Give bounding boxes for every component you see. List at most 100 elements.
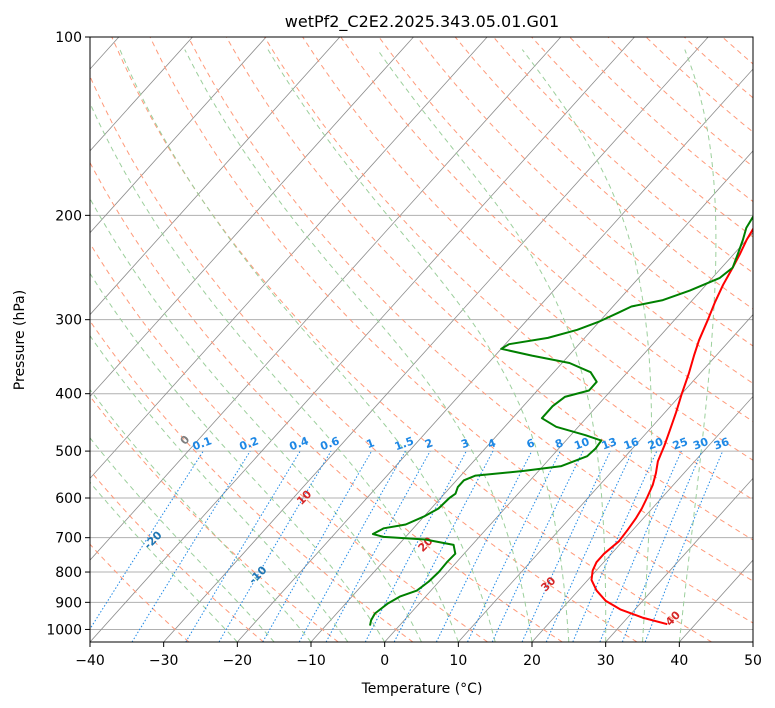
y-tick-label: 700 <box>55 531 82 547</box>
mixing-ratio-line <box>621 450 703 642</box>
mixing-ratio-line <box>364 450 467 642</box>
isotherm-line <box>163 37 709 642</box>
mixing-ratio-line <box>325 450 431 642</box>
mixing-ratio-label: 3 <box>459 436 471 451</box>
y-axis-ticks: 100 200 300 400 500 600 700 800 900 1000 <box>46 30 90 638</box>
mixing-ratio-lines <box>90 450 724 642</box>
mixing-ratio-label: 0.6 <box>318 434 341 453</box>
isotherm-line <box>90 37 341 316</box>
dry-adiabat-line <box>149 37 753 624</box>
mixing-ratio-label: 0.1 <box>191 434 214 453</box>
mixing-ratio-label: 13 <box>600 435 619 452</box>
dry-adiabat-line <box>264 37 753 501</box>
moist-adiabat-line <box>377 49 607 642</box>
isotherm-line <box>531 395 753 642</box>
x-tick-label: 40 <box>670 653 688 669</box>
x-tick-label: 0 <box>380 653 389 669</box>
isotherm-line <box>90 37 193 152</box>
y-tick-label: 100 <box>55 30 82 46</box>
isotherm-line <box>384 232 753 642</box>
y-axis-label: Pressure (hPa) <box>12 290 28 390</box>
isotherm-line <box>90 37 267 234</box>
dewpoint-profile-line <box>369 214 753 626</box>
x-tick-label: 50 <box>744 653 762 669</box>
mixing-ratio-label: 4 <box>486 436 498 451</box>
y-tick-label: 600 <box>55 491 82 507</box>
y-tick-label: 800 <box>55 565 82 581</box>
x-tick-label: 30 <box>597 653 615 669</box>
mixing-ratio-label: 10 <box>572 435 591 453</box>
isobar-gridlines <box>90 37 753 630</box>
moist-adiabat-line <box>90 102 459 642</box>
moist-adiabat-line <box>90 437 275 642</box>
mixing-ratio-label: 1.5 <box>393 434 416 453</box>
dry-adiabat-line <box>225 37 753 541</box>
mixing-ratio-line <box>393 450 494 642</box>
mixing-ratio-label: 36 <box>712 435 731 453</box>
mixing-ratio-label: 0.4 <box>288 434 311 453</box>
sounding-profiles <box>369 214 753 626</box>
x-tick-label: −40 <box>75 653 105 669</box>
mixing-ratio-label: 8 <box>553 436 565 451</box>
mixing-ratio-label: 30 <box>691 435 710 453</box>
y-tick-label: 1000 <box>46 622 82 638</box>
y-tick-label: 300 <box>55 313 82 329</box>
isotherm-line <box>458 313 753 642</box>
mixing-ratio-label: 2 <box>423 436 435 451</box>
mixing-ratio-line <box>491 450 584 642</box>
plot-frame <box>89 36 754 643</box>
mixing-ratio-label: 0.2 <box>238 434 261 453</box>
mixing-ratio-line <box>298 450 406 642</box>
x-axis-label: Temperature (°C) <box>361 681 483 697</box>
moist-adiabats <box>90 49 717 642</box>
x-tick-label: −10 <box>296 653 326 669</box>
isotherm-line <box>237 68 753 642</box>
mixing-ratio-line <box>185 450 301 642</box>
moist-adiabat-line <box>90 481 238 642</box>
mixing-ratio-line <box>599 450 682 642</box>
mixing-ratio-label: 1 <box>365 436 377 451</box>
x-tick-label: 20 <box>523 653 541 669</box>
mixing-ratio-label: 6 <box>525 436 537 451</box>
dry-adiabat-line <box>90 75 638 642</box>
dry-adiabat-line <box>90 161 563 642</box>
x-tick-label: −30 <box>149 653 179 669</box>
mixing-ratio-line <box>435 450 533 642</box>
mixing-ratio-line <box>572 450 658 642</box>
y-tick-label: 900 <box>55 595 82 611</box>
y-tick-label: 400 <box>55 387 82 403</box>
mixing-ratio-line <box>131 450 251 642</box>
moist-adiabat-line <box>90 388 312 642</box>
y-tick-label: 200 <box>55 208 82 224</box>
plot-area: 0.10.20.40.611.52346810131620253036-100-… <box>90 37 753 642</box>
mixing-ratio-line <box>90 450 204 630</box>
moist-adiabat-line <box>267 49 570 642</box>
dry-adiabat-line <box>90 242 488 642</box>
dry-adiabat-line <box>416 37 753 347</box>
dry-adiabat-line <box>187 37 753 582</box>
y-tick-label: 500 <box>55 444 82 460</box>
mixing-ratio-line <box>545 450 633 642</box>
isotherm-line <box>90 37 414 398</box>
mixing-ratio-label: 25 <box>671 435 690 452</box>
dry-adiabat-line <box>90 469 264 642</box>
x-axis-ticks: −40 −30 −20 −10 0 10 20 30 40 50 <box>75 642 762 669</box>
x-tick-label: 10 <box>449 653 467 669</box>
chart-title: wetPf2_C2E2.2025.343.05.01.G01 <box>285 12 559 32</box>
isotherm-line <box>605 477 753 642</box>
reference-line-labels: 0.10.20.40.611.52346810131620253036-100-… <box>141 433 731 629</box>
mixing-ratio-line <box>521 450 611 642</box>
mixing-ratio-label: 16 <box>622 435 641 453</box>
isotherm-line <box>90 37 488 479</box>
isotherm-line <box>90 37 562 561</box>
x-tick-label: −20 <box>223 653 253 669</box>
dry-adiabat-line <box>302 37 753 461</box>
moist-adiabat-line <box>184 49 533 642</box>
dry-adiabat-line <box>90 395 339 642</box>
mixing-ratio-label: 20 <box>646 435 665 453</box>
dry-adiabats <box>90 37 753 642</box>
moist-adiabat-line <box>90 197 422 642</box>
moist-adiabat-line <box>678 49 717 642</box>
temperature-profile-line <box>590 227 753 626</box>
mixing-ratio-line <box>644 450 724 642</box>
